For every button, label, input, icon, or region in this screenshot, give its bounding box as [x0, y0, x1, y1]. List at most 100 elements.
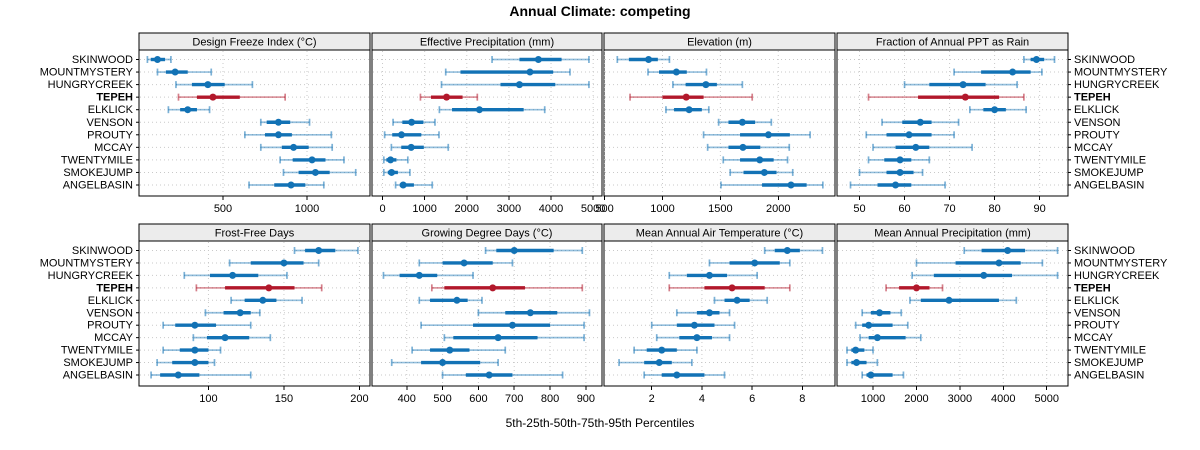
panel-strip-title: Mean Annual Air Temperature (°C): [636, 228, 803, 240]
series-elklick: [713, 296, 769, 304]
median-dot: [673, 371, 681, 379]
series-mccay: [259, 143, 334, 151]
series-prouty: [162, 321, 252, 329]
site-label-left-smokejump: SMOKEJUMP: [63, 357, 133, 369]
median-dot: [892, 181, 900, 189]
median-dot: [494, 334, 502, 342]
series-elklick: [230, 296, 303, 304]
series-mountmystery: [228, 259, 320, 267]
x-tick-label: 90: [1034, 203, 1046, 215]
median-dot: [184, 106, 192, 114]
median-dot: [290, 143, 298, 151]
site-label-left-mountmystery: MOUNTMYSTERY: [40, 67, 134, 79]
series-hungrycreek: [382, 271, 474, 279]
x-tick-label: 3000: [497, 203, 521, 215]
series-mountmystery: [156, 68, 213, 76]
site-label-left-hungrycreek: HUNGRYCREEK: [48, 270, 134, 282]
panel-fraction-of-annual-ppt-as-rain: Fraction of Annual PPT as Rain 50 60 70 80 90: [836, 32, 1069, 215]
series-mccay: [859, 334, 922, 342]
median-dot: [655, 359, 663, 367]
x-tick-label: 700: [505, 393, 523, 405]
panel-growing-degree-days-c: Growing Degree Days (°C) 400 500 600 700 800 9…: [371, 223, 603, 405]
series-smokejump: [282, 168, 357, 176]
series-hungrycreek: [911, 271, 1059, 279]
site-label-right-mccay: MCCAY: [1074, 142, 1114, 154]
median-dot: [756, 156, 764, 164]
median-dot: [489, 284, 497, 292]
series-twentymile: [633, 346, 698, 354]
series-angelbasin: [849, 181, 946, 189]
site-label-left-angelbasin: ANGELBASIN: [63, 370, 133, 382]
series-tepeh: [668, 284, 791, 292]
series-skinwood: [1023, 56, 1056, 63]
median-dot: [1032, 56, 1040, 63]
series-smokejump: [729, 168, 794, 176]
series-hungrycreek: [672, 81, 744, 89]
median-dot: [311, 168, 319, 176]
median-dot: [475, 106, 483, 114]
median-dot: [1009, 68, 1017, 76]
median-dot: [515, 81, 523, 89]
median-dot: [446, 346, 454, 354]
panel-border: [138, 240, 371, 387]
median-dot: [287, 181, 295, 189]
median-dot: [783, 247, 791, 254]
site-label-left-venson: VENSON: [87, 117, 134, 129]
panel-border: [603, 49, 836, 197]
series-tepeh: [629, 93, 754, 101]
median-dot: [229, 271, 237, 279]
series-tepeh: [430, 284, 584, 292]
series-skinwood: [491, 56, 590, 63]
site-label-right-elklick: ELKLICK: [1074, 104, 1120, 116]
series-smokejump: [858, 168, 924, 176]
x-tick-label: 6: [749, 393, 755, 405]
median-dot: [526, 309, 534, 317]
median-dot: [738, 118, 746, 126]
median-dot: [912, 284, 920, 292]
median-dot: [397, 131, 405, 139]
median-dot: [265, 284, 273, 292]
median-dot: [443, 93, 451, 101]
median-dot: [387, 156, 395, 164]
series-mccay: [192, 334, 272, 342]
series-mccay: [655, 334, 731, 342]
median-dot: [912, 143, 920, 151]
series-hungrycreek: [175, 81, 254, 89]
site-label-left-skinwood: SKINWOOD: [72, 54, 133, 66]
x-tick-label: 3000: [948, 393, 972, 405]
site-label-left-venson: VENSON: [87, 307, 134, 319]
series-mccay: [443, 334, 585, 342]
median-dot: [388, 168, 396, 176]
series-skinwood: [616, 56, 671, 63]
series-prouty: [702, 131, 811, 139]
site-label-left-twentymile: TWENTYMILE: [61, 345, 133, 357]
median-dot: [995, 259, 1003, 267]
x-tick-label: 600: [469, 393, 487, 405]
series-venson: [861, 309, 903, 317]
median-dot: [526, 68, 534, 76]
median-dot: [221, 334, 229, 342]
x-tick-label: 2: [649, 393, 655, 405]
series-mccay: [390, 143, 450, 151]
series-skinwood: [484, 247, 584, 254]
x-tick-label: 8: [799, 393, 805, 405]
median-dot: [191, 359, 199, 367]
x-tick-label: 400: [398, 393, 416, 405]
series-prouty: [854, 321, 909, 329]
x-tick-label: 50: [853, 203, 865, 215]
median-dot: [905, 131, 913, 139]
median-dot: [658, 346, 666, 354]
x-tick-label: 1000: [295, 203, 319, 215]
median-dot: [645, 56, 653, 63]
x-tick-label: 1000: [650, 203, 674, 215]
median-dot: [991, 106, 999, 114]
median-dot: [739, 143, 747, 151]
median-dot: [209, 93, 217, 101]
series-twentymile: [382, 156, 409, 164]
median-dot: [274, 118, 282, 126]
x-tick-label: 4000: [991, 393, 1015, 405]
median-dot: [259, 296, 267, 304]
median-dot: [705, 309, 713, 317]
series-hungrycreek: [440, 81, 590, 89]
